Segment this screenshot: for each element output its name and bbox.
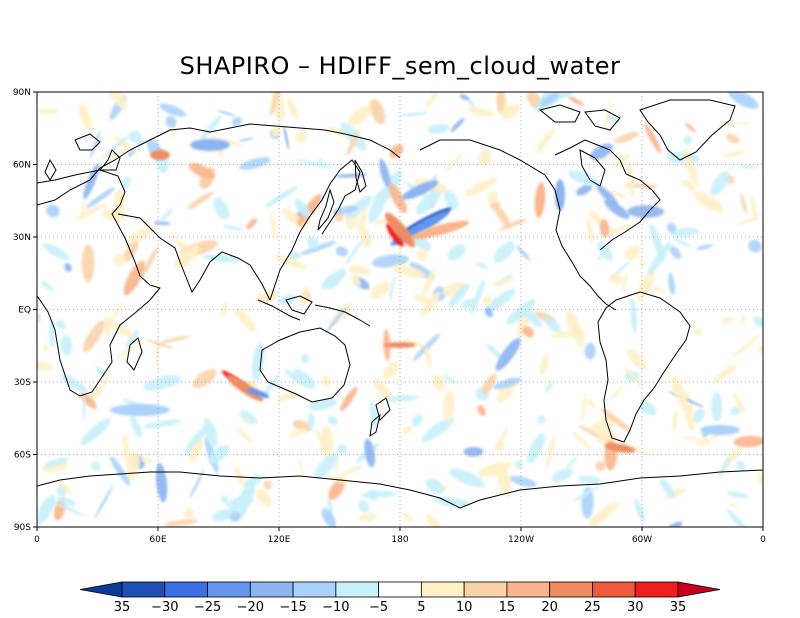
lat-tick-label: 60S <box>14 451 31 461</box>
lat-tick-label: 90N <box>13 88 31 98</box>
colorbar-label: 5 <box>417 600 425 615</box>
colorbar-label: −5 <box>369 600 388 615</box>
colorbar-swatch <box>549 581 593 598</box>
colorbar-swatch <box>164 581 208 598</box>
colorbar: 35 −30 −25 −20 −15 −10 −5 5 10 15 20 25 30 35 <box>79 581 721 615</box>
colorbar-swatch <box>121 581 166 598</box>
lat-tick-label: 60N <box>13 161 31 171</box>
colorbar-swatch <box>420 581 465 598</box>
shaded-field <box>37 92 763 527</box>
colorbar-swatch <box>207 581 251 598</box>
colorbar-label: 15 <box>499 600 516 615</box>
lon-tick-label: 60W <box>632 535 652 545</box>
colorbar-swatch <box>249 581 294 598</box>
lat-tick-label: 90S <box>14 523 31 533</box>
lon-tick-label: 120E <box>268 535 291 545</box>
colorbar-label: 35 <box>114 600 131 615</box>
colorbar-label: −15 <box>279 600 306 615</box>
colorbar-swatch <box>292 581 337 598</box>
map-title: SHAPIRO – HDIFF_sem_cloud_water <box>179 52 621 80</box>
lon-tick-label: 180 <box>391 535 408 545</box>
colorbar-label: 25 <box>584 600 601 615</box>
colorbar-swatch <box>592 581 636 598</box>
lon-tick-label: 120W <box>508 535 534 545</box>
colorbar-swatch <box>335 581 380 598</box>
colorbar-swatch <box>634 581 679 598</box>
colorbar-label: 30 <box>627 600 644 615</box>
colorbar-swatch <box>378 581 422 598</box>
colorbar-label: −30 <box>151 600 178 615</box>
lat-tick-label: EQ <box>18 306 31 316</box>
colorbar-label: −10 <box>322 600 349 615</box>
colorbar-label: 20 <box>541 600 558 615</box>
colorbar-label: −25 <box>194 600 221 615</box>
coastlines <box>37 99 763 509</box>
colorbar-right-arrow <box>677 581 721 598</box>
lon-tick-label: 0 <box>760 535 766 545</box>
colorbar-left-arrow <box>79 581 123 598</box>
colorbar-swatch <box>463 581 508 598</box>
colorbar-label: 10 <box>456 600 473 615</box>
lat-tick-label: 30S <box>14 378 31 388</box>
lon-tick-label: 60E <box>149 535 166 545</box>
lon-tick-label: 0 <box>34 535 40 545</box>
colorbar-swatch <box>506 581 551 598</box>
colorbar-label: 35 <box>670 600 687 615</box>
gridlines <box>37 92 763 527</box>
colorbar-label: −20 <box>237 600 264 615</box>
lat-tick-label: 30N <box>13 233 31 243</box>
